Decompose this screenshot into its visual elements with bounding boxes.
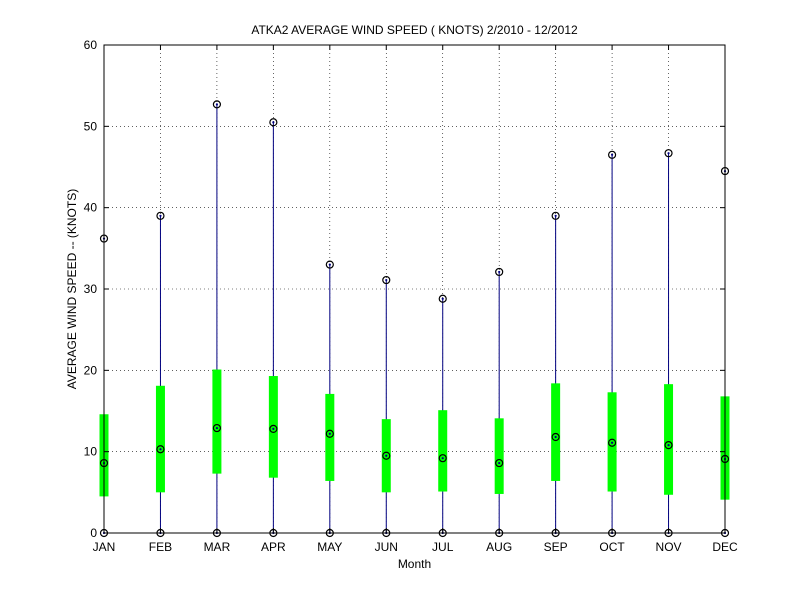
x-tick-label: JUL (432, 540, 454, 554)
mean-marker-dot-jun (385, 454, 388, 457)
max-marker-dot-mar (215, 103, 219, 106)
x-tick-label: JAN (93, 540, 116, 554)
max-marker-nov (664, 149, 673, 158)
max-marker-dot-nov (667, 152, 670, 155)
y-tick-label: 40 (84, 201, 98, 215)
max-marker-dot-jun (385, 278, 388, 282)
x-tick-label: JUN (375, 540, 398, 554)
x-tick-label: SEP (544, 540, 568, 554)
mean-marker-dot-nov (667, 444, 670, 447)
x-tick-label: FEB (149, 540, 172, 554)
x-tick-label: NOV (656, 540, 682, 554)
max-marker-feb (156, 211, 165, 220)
box-aug (494, 418, 504, 494)
mean-marker-may (325, 429, 334, 438)
mean-marker-jul (438, 454, 447, 463)
x-tick-label: MAY (317, 540, 342, 554)
max-marker-dot-aug (498, 270, 501, 274)
max-marker-jun (382, 275, 391, 285)
y-axis: 0 10 20 30 40 50 60 (84, 38, 725, 540)
plot-frame (103, 44, 726, 534)
mean-marker-dot-jul (441, 457, 444, 460)
max-marker-dot-may (328, 263, 331, 266)
x-tick-label: OCT (599, 540, 625, 554)
max-marker-dot-apr (272, 121, 275, 124)
max-marker-oct (607, 150, 617, 159)
max-marker-apr (269, 118, 278, 127)
mean-marker-jun (382, 451, 391, 460)
mean-marker-oct (607, 438, 617, 447)
max-marker-dot-jul (441, 297, 444, 300)
mean-marker-dot-aug (498, 461, 501, 465)
y-tick-label: 60 (84, 38, 98, 52)
x-tick-label: AUG (486, 540, 512, 554)
max-marker-jul (438, 294, 447, 303)
max-marker-dot-sep (554, 214, 557, 217)
box-mar (212, 369, 222, 474)
y-tick-label: 20 (84, 363, 98, 377)
y-tick-label: 10 (84, 445, 98, 459)
mean-marker-mar (212, 423, 222, 433)
max-marker-dot-oct (610, 153, 614, 156)
max-marker-sep (551, 211, 560, 220)
x-tick-label: DEC (712, 540, 738, 554)
mean-marker-dot-may (328, 432, 331, 435)
mean-marker-dot-oct (610, 441, 614, 444)
mean-marker-sep (551, 432, 560, 442)
mean-marker-dot-feb (159, 448, 162, 451)
x-axis: JAN FEB MAR APR MAY JUN JUL AUG SEP OCT NOV DEC (93, 45, 738, 554)
box-jul (438, 410, 448, 492)
mean-marker-dot-apr (272, 427, 275, 430)
x-tick-label: APR (261, 540, 286, 554)
x-axis-label: Month (398, 557, 431, 571)
y-axis-label: AVERAGE WIND SPEED -- (KNOTS) (65, 189, 79, 389)
box-feb (155, 385, 165, 493)
series (99, 100, 730, 538)
max-marker-mar (212, 100, 222, 109)
y-tick-label: 0 (90, 526, 97, 540)
max-marker-may (325, 260, 334, 269)
box-sep (551, 383, 561, 481)
y-tick-label: 30 (84, 282, 98, 296)
max-marker-dot-feb (159, 214, 162, 217)
chart-title: ATKA2 AVERAGE WIND SPEED ( KNOTS) 2/2010… (251, 23, 578, 37)
mean-marker-dot-mar (215, 426, 219, 430)
mean-marker-feb (156, 445, 165, 454)
x-tick-label: MAR (204, 540, 231, 554)
mean-marker-apr (269, 424, 278, 433)
max-marker-aug (495, 267, 504, 277)
mean-marker-aug (495, 458, 504, 468)
mean-marker-dot-sep (554, 435, 557, 439)
grid (104, 45, 725, 533)
mean-marker-nov (664, 441, 673, 450)
box-nov (664, 384, 674, 495)
box-apr (268, 376, 278, 478)
y-tick-label: 50 (84, 119, 98, 133)
